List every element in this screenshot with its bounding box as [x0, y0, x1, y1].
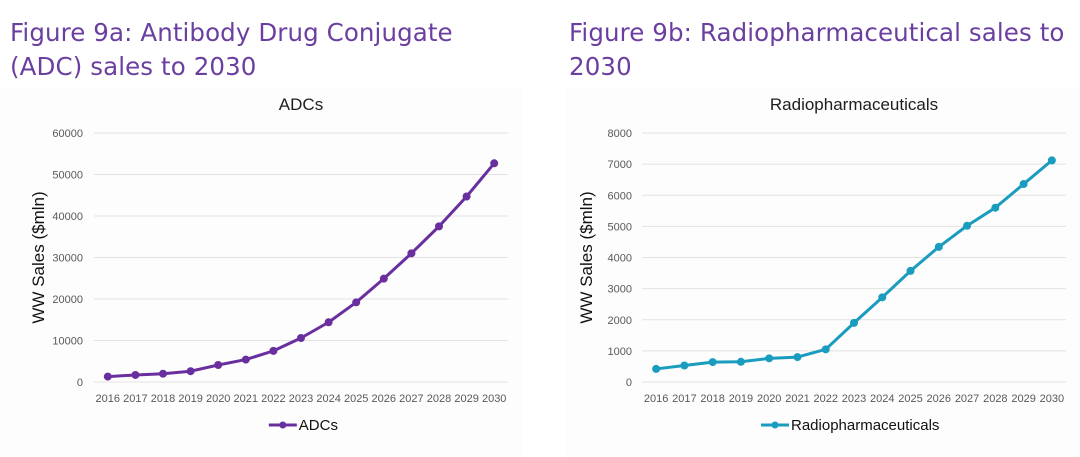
data-point — [241, 355, 250, 364]
y-tick-label: 30000 — [52, 253, 83, 265]
data-point — [214, 360, 223, 369]
y-tick-label: 2000 — [608, 315, 632, 327]
x-tick-label: 2019 — [178, 393, 202, 405]
x-tick-label: 2021 — [234, 393, 258, 405]
data-point — [490, 159, 499, 168]
x-tick-label: 2029 — [1011, 393, 1035, 405]
x-tick-label: 2024 — [870, 393, 894, 405]
legend-point-marker — [771, 421, 779, 429]
y-tick-label: 1000 — [608, 346, 632, 358]
x-tick-label: 2024 — [316, 393, 340, 405]
x-tick-label: 2027 — [955, 393, 979, 405]
x-tick-label: 2016 — [644, 393, 668, 405]
x-tick-label: 2019 — [729, 393, 753, 405]
x-tick-label: 2027 — [399, 393, 423, 405]
x-tick-label: 2028 — [983, 393, 1007, 405]
data-point — [906, 266, 915, 275]
x-tick-label: 2021 — [785, 393, 809, 405]
y-tick-label: 60000 — [52, 128, 83, 140]
chart-title: Radiopharmaceuticals — [770, 95, 938, 114]
legend-label: ADCs — [299, 417, 338, 434]
x-tick-label: 2020 — [206, 393, 230, 405]
data-point — [765, 354, 774, 363]
y-tick-label: 4000 — [608, 253, 632, 265]
radiopharmaceutical-chart-panel: Radiopharmaceuticals 0 1000 2000 3000 4000 500… — [566, 88, 1080, 457]
data-point — [407, 249, 416, 258]
y-axis-label: WW Sales ($mln) — [29, 191, 48, 323]
y-tick-label: 7000 — [608, 159, 632, 171]
x-tick-label: 2026 — [927, 393, 951, 405]
y-tick-label: 50000 — [52, 170, 83, 182]
data-point — [708, 358, 717, 367]
y-tick-label: 0 — [77, 377, 83, 389]
y-tick-label: 10000 — [52, 336, 83, 348]
x-tick-label: 2023 — [842, 393, 866, 405]
data-point — [793, 353, 802, 362]
data-point — [435, 222, 443, 231]
data-point — [878, 293, 887, 302]
data-point — [850, 318, 858, 327]
figure-9a-title: Figure 9a: Antibody Drug Conjugate (ADC)… — [10, 18, 453, 81]
x-tick-label: 2030 — [482, 393, 506, 405]
series-line — [655, 159, 1053, 371]
data-point — [186, 367, 195, 376]
figure-9b-title: Figure 9b: Radiopharmaceutical sales to … — [569, 18, 1065, 81]
x-tick-label: 2017 — [123, 393, 147, 405]
y-tick-label: 5000 — [608, 221, 632, 233]
x-tick-label: 2020 — [757, 393, 781, 405]
data-point — [736, 357, 745, 366]
data-point — [103, 372, 112, 381]
data-point — [159, 369, 167, 378]
chart-title: ADCs — [279, 95, 323, 114]
data-point — [680, 361, 689, 370]
x-tick-label: 2025 — [898, 393, 922, 405]
data-point — [991, 203, 1000, 212]
data-point — [963, 221, 972, 230]
x-tick-label: 2022 — [261, 393, 285, 405]
data-point — [652, 364, 661, 373]
x-tick-label: 2023 — [289, 393, 313, 405]
data-point — [352, 298, 361, 307]
x-tick-label: 2016 — [96, 393, 120, 405]
x-tick-label: 2026 — [372, 393, 396, 405]
y-axis-label: WW Sales ($mln) — [577, 191, 596, 323]
legend-label: Radiopharmaceuticals — [791, 417, 939, 434]
data-point — [297, 334, 305, 343]
x-tick-label: 2030 — [1040, 393, 1064, 405]
data-point — [379, 274, 388, 283]
x-tick-label: 2017 — [672, 393, 696, 405]
radiopharmaceutical-line-chart: Radiopharmaceuticals 0 1000 2000 3000 4000 500… — [577, 95, 1066, 434]
y-tick-label: 40000 — [52, 211, 83, 223]
data-point — [131, 370, 140, 379]
y-tick-label: 8000 — [608, 128, 632, 140]
x-tick-label: 2018 — [700, 393, 724, 405]
series-line — [107, 162, 496, 379]
data-point — [462, 192, 471, 201]
data-point — [1019, 180, 1028, 189]
data-point — [821, 345, 830, 354]
y-tick-label: 3000 — [608, 284, 632, 296]
data-point — [269, 346, 278, 355]
x-tick-label: 2022 — [813, 393, 837, 405]
adc-chart-panel: ADCs 0 10000 20000 30000 40000 50000 60000 WW Sa… — [0, 88, 522, 457]
data-point — [934, 242, 943, 251]
x-tick-label: 2028 — [427, 393, 451, 405]
data-point — [324, 318, 333, 327]
adc-line-chart: ADCs 0 10000 20000 30000 40000 50000 60000 WW Sa… — [29, 95, 508, 434]
x-tick-label: 2025 — [344, 393, 368, 405]
y-tick-label: 20000 — [52, 294, 83, 306]
data-point — [1047, 156, 1056, 165]
x-tick-label: 2018 — [151, 393, 175, 405]
y-tick-label: 0 — [626, 377, 632, 389]
x-tick-label: 2029 — [454, 393, 478, 405]
legend-point-marker — [279, 421, 287, 429]
y-tick-label: 6000 — [608, 190, 632, 202]
